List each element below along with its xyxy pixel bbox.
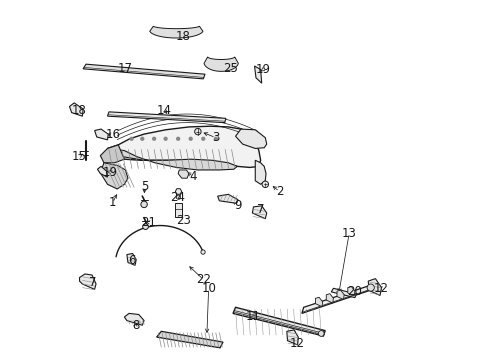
Circle shape xyxy=(176,195,180,199)
Polygon shape xyxy=(83,64,204,79)
Polygon shape xyxy=(217,194,238,203)
Text: 1: 1 xyxy=(108,197,116,210)
Circle shape xyxy=(164,137,167,140)
Text: 21: 21 xyxy=(142,216,156,229)
Polygon shape xyxy=(336,290,344,300)
Text: 25: 25 xyxy=(223,62,238,75)
Polygon shape xyxy=(252,206,266,219)
Polygon shape xyxy=(156,331,223,348)
Circle shape xyxy=(201,250,205,254)
Circle shape xyxy=(189,137,192,140)
Polygon shape xyxy=(325,294,333,303)
Text: 10: 10 xyxy=(201,282,216,295)
Text: 15: 15 xyxy=(71,150,86,163)
Text: 16: 16 xyxy=(105,128,121,141)
Polygon shape xyxy=(69,103,83,116)
Circle shape xyxy=(366,284,373,291)
Circle shape xyxy=(194,129,201,135)
Text: 19: 19 xyxy=(255,63,270,76)
Polygon shape xyxy=(301,284,373,314)
Polygon shape xyxy=(178,170,188,178)
Polygon shape xyxy=(235,129,266,148)
Polygon shape xyxy=(367,279,381,296)
Polygon shape xyxy=(203,57,238,71)
Polygon shape xyxy=(107,148,237,170)
Polygon shape xyxy=(97,166,107,177)
Text: 13: 13 xyxy=(341,226,356,239)
Text: 2: 2 xyxy=(275,185,283,198)
Polygon shape xyxy=(330,288,356,298)
Text: 20: 20 xyxy=(346,285,361,298)
Text: 17: 17 xyxy=(118,62,133,75)
Text: 11: 11 xyxy=(245,310,260,323)
Polygon shape xyxy=(233,307,325,336)
Polygon shape xyxy=(149,26,203,38)
Polygon shape xyxy=(100,163,128,189)
Circle shape xyxy=(214,137,217,140)
Text: 7: 7 xyxy=(256,203,264,216)
Polygon shape xyxy=(94,129,108,140)
Text: 8: 8 xyxy=(132,319,139,332)
Polygon shape xyxy=(124,314,144,325)
Polygon shape xyxy=(80,274,96,289)
Text: 23: 23 xyxy=(176,214,191,227)
Circle shape xyxy=(262,181,268,188)
Circle shape xyxy=(130,137,133,140)
Text: 4: 4 xyxy=(189,170,197,183)
Circle shape xyxy=(176,137,179,140)
Text: 18: 18 xyxy=(175,30,190,43)
Polygon shape xyxy=(107,126,260,167)
Polygon shape xyxy=(315,297,322,307)
Circle shape xyxy=(318,330,324,336)
Polygon shape xyxy=(286,330,298,345)
Circle shape xyxy=(141,201,147,208)
Polygon shape xyxy=(100,145,124,163)
Polygon shape xyxy=(107,112,225,123)
Circle shape xyxy=(152,137,155,140)
Polygon shape xyxy=(255,160,265,184)
Text: 22: 22 xyxy=(196,273,211,286)
Circle shape xyxy=(142,224,148,229)
Text: 12: 12 xyxy=(373,282,388,295)
Text: 6: 6 xyxy=(128,254,135,267)
Polygon shape xyxy=(254,66,261,83)
Text: 24: 24 xyxy=(170,192,185,204)
Text: 3: 3 xyxy=(212,131,219,144)
Circle shape xyxy=(141,137,143,140)
Polygon shape xyxy=(347,287,354,296)
Polygon shape xyxy=(175,189,182,194)
Bar xyxy=(174,203,182,217)
Text: 7: 7 xyxy=(88,276,96,289)
Circle shape xyxy=(202,137,204,140)
Text: 18: 18 xyxy=(71,104,86,117)
Polygon shape xyxy=(126,253,136,265)
Text: 9: 9 xyxy=(234,199,241,212)
Text: 19: 19 xyxy=(102,166,118,179)
Text: 14: 14 xyxy=(156,104,171,117)
Text: 5: 5 xyxy=(141,180,148,193)
Text: 12: 12 xyxy=(289,337,304,350)
